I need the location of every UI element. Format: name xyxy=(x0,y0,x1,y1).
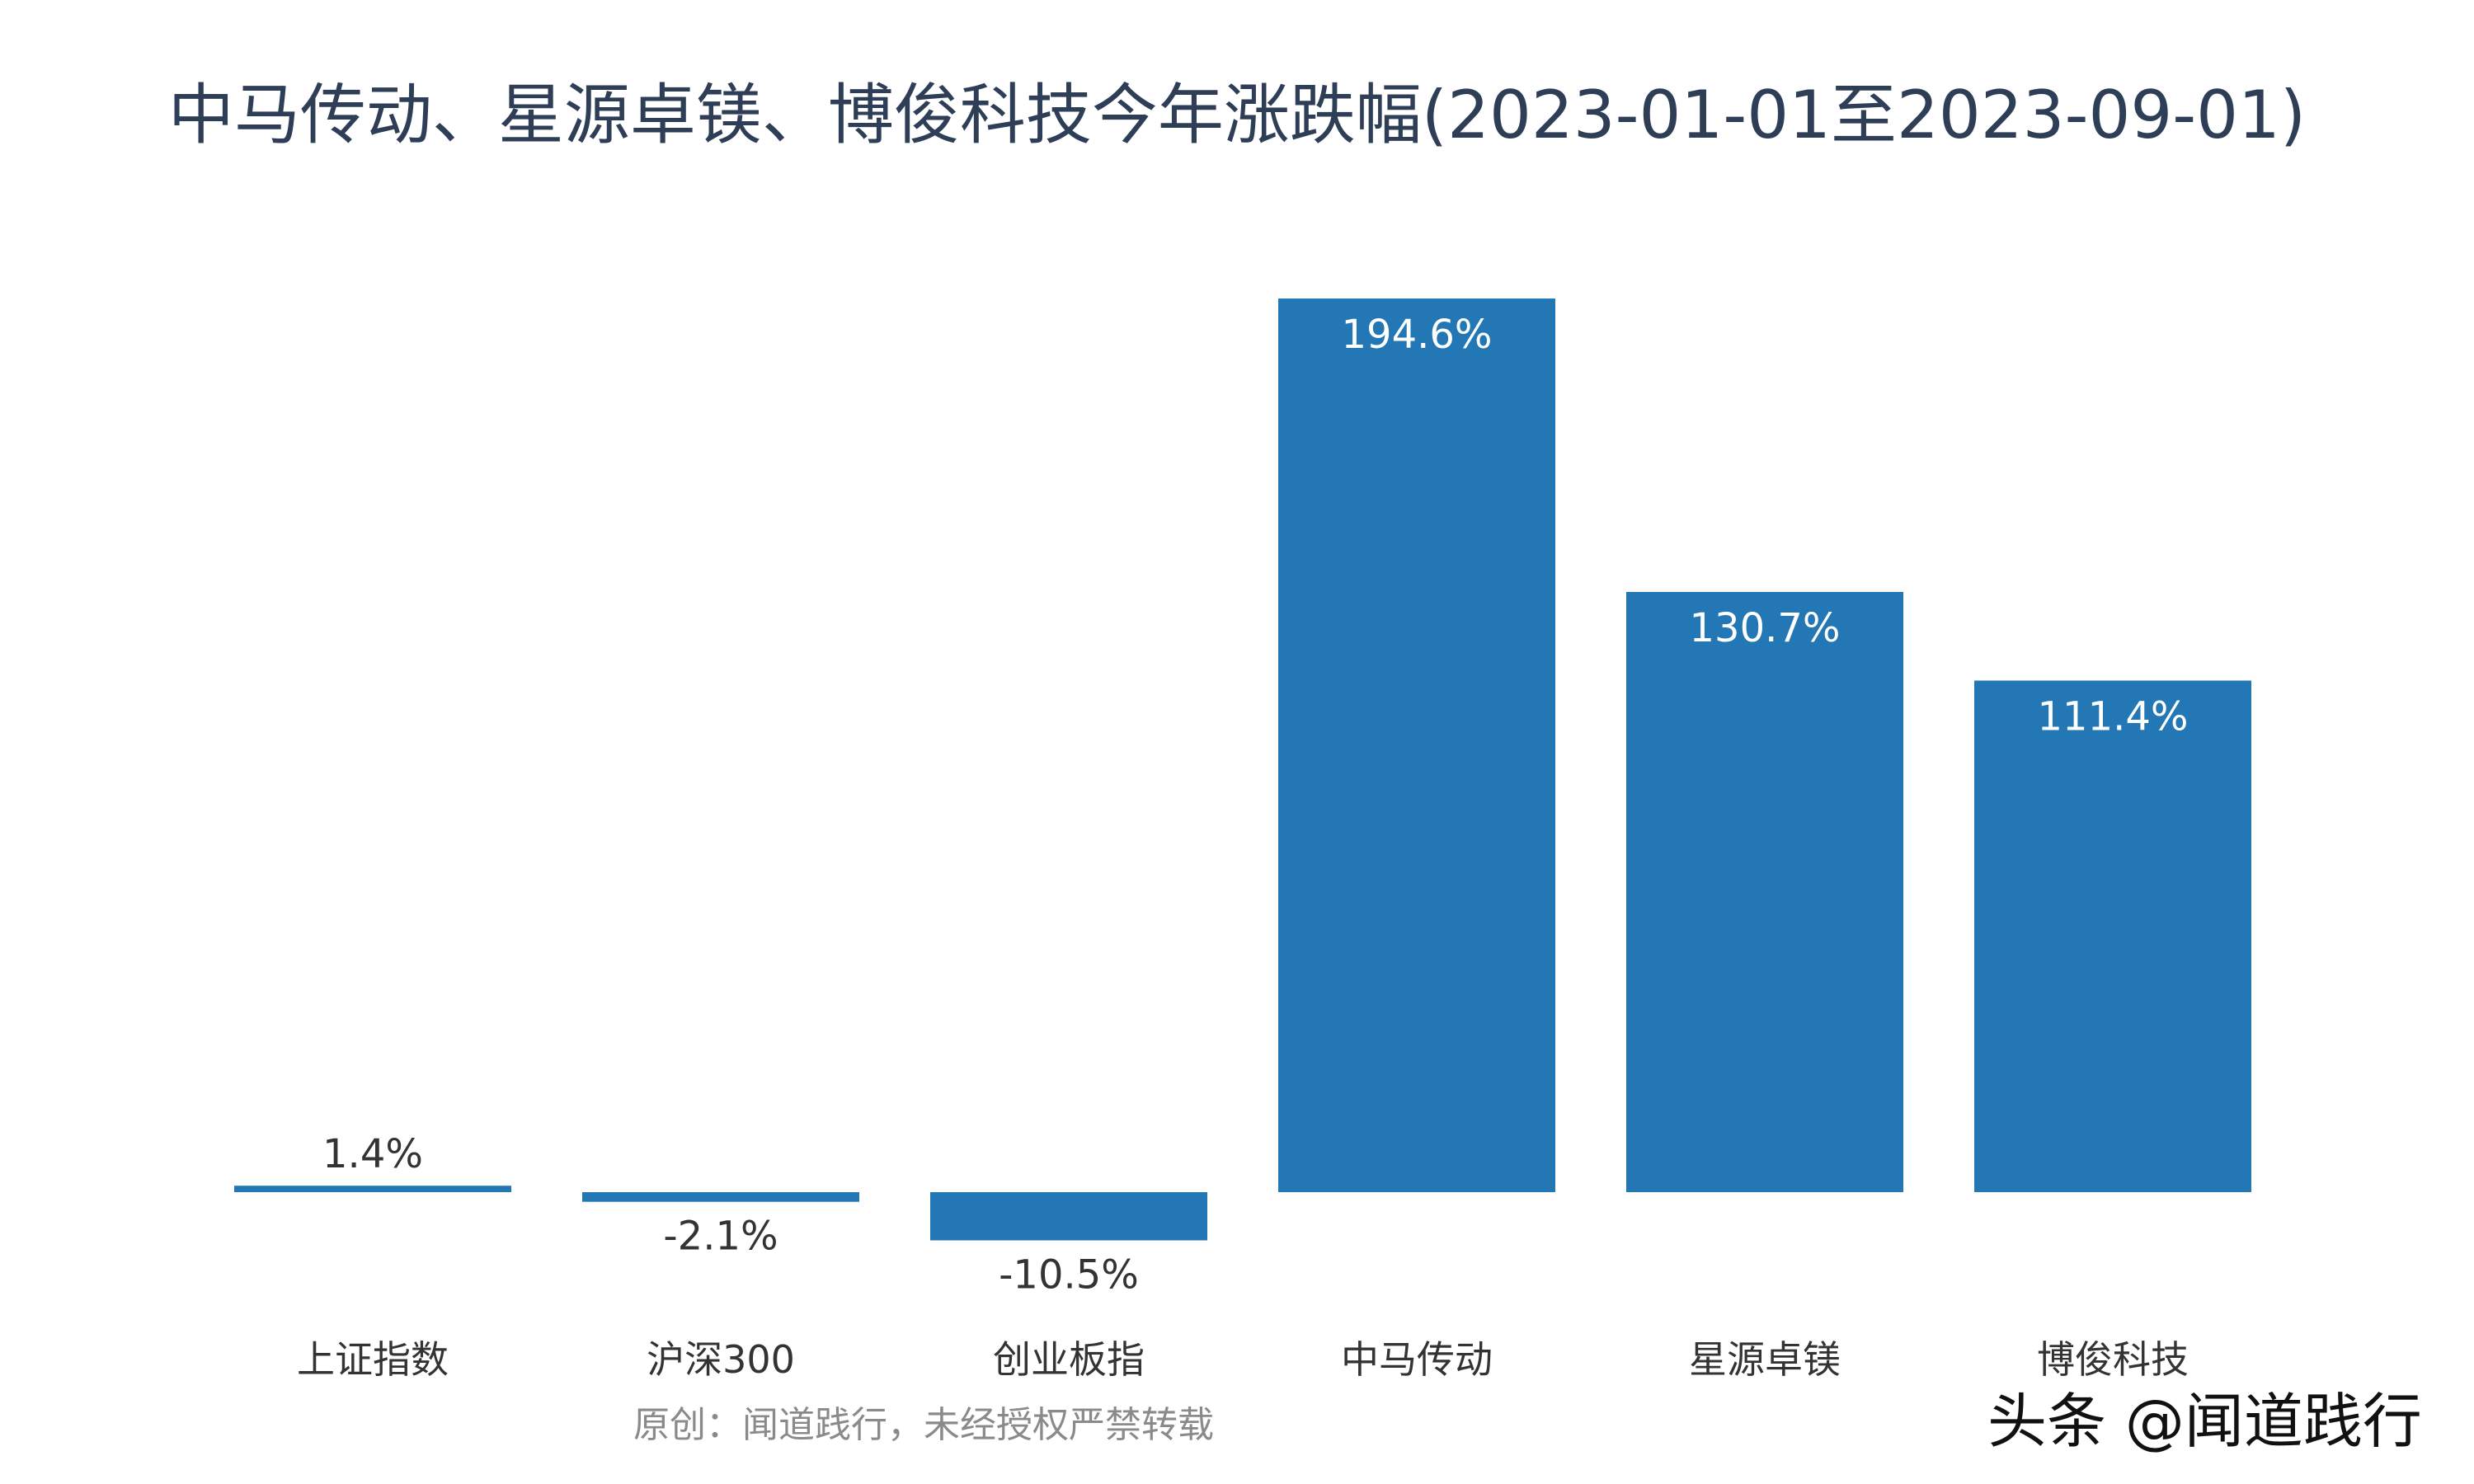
bar-1 xyxy=(582,1192,859,1202)
value-label-5: 111.4% xyxy=(2037,694,2188,740)
value-label-2: -10.5% xyxy=(999,1252,1139,1298)
value-label-4: 130.7% xyxy=(1689,605,1840,651)
category-label-4: 星源卓镁 xyxy=(1689,1337,1841,1382)
bar-5 xyxy=(1974,680,2251,1192)
category-label-5: 博俊科技 xyxy=(2037,1337,2189,1382)
bar-0 xyxy=(234,1186,511,1192)
category-label-1: 沪深300 xyxy=(647,1337,795,1382)
bar-2 xyxy=(930,1192,1207,1241)
chart-title: 中马传动、星源卓镁、博俊科技今年涨跌幅(2023-01-01至2023-09-0… xyxy=(167,77,2307,153)
watermark: 头条 @闻道践行 xyxy=(1987,1387,2422,1456)
footnote: 原创：闻道践行，未经授权严禁转载 xyxy=(633,1404,1214,1446)
value-labels-layer: 1.4% -2.1% -10.5% 194.6% 130.7% 111.4% xyxy=(322,312,2188,1298)
value-label-1: -2.1% xyxy=(663,1214,778,1260)
bars-layer xyxy=(234,298,2251,1241)
value-label-0: 1.4% xyxy=(322,1131,423,1177)
category-label-3: 中马传动 xyxy=(1341,1337,1493,1382)
bar-3 xyxy=(1278,298,1555,1192)
value-label-3: 194.6% xyxy=(1341,312,1492,358)
category-label-2: 创业板指 xyxy=(993,1337,1145,1382)
bar-4 xyxy=(1626,592,1903,1192)
category-label-0: 上证指数 xyxy=(297,1337,449,1382)
category-labels-layer: 上证指数 沪深300 创业板指 中马传动 星源卓镁 博俊科技 xyxy=(297,1337,2189,1382)
